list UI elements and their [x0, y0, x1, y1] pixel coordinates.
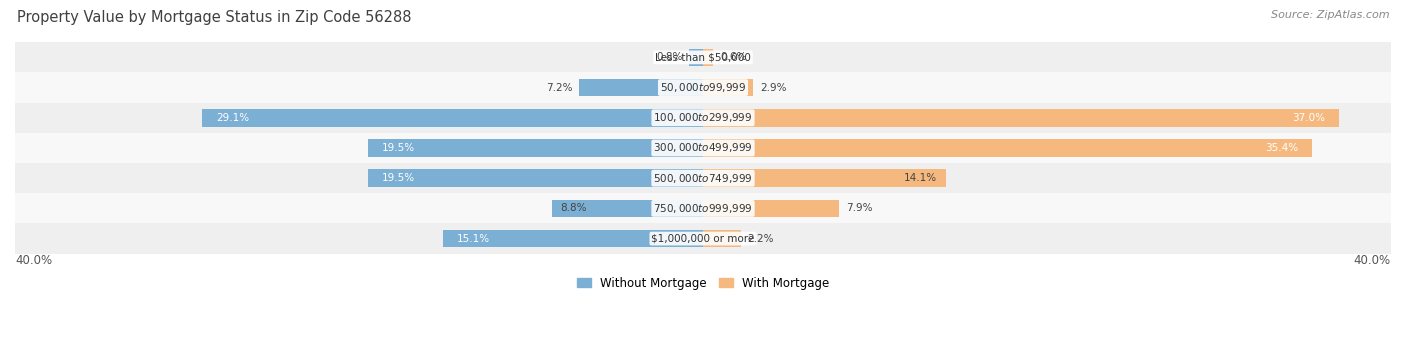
- Text: 0.8%: 0.8%: [657, 53, 682, 62]
- Text: 0.6%: 0.6%: [720, 53, 747, 62]
- Bar: [703, 169, 945, 187]
- Bar: [703, 79, 752, 97]
- Bar: [443, 230, 703, 247]
- Text: 7.9%: 7.9%: [846, 203, 872, 213]
- Text: 35.4%: 35.4%: [1265, 143, 1298, 153]
- Text: 40.0%: 40.0%: [1354, 254, 1391, 267]
- Bar: [15, 133, 1391, 163]
- Text: $100,000 to $299,999: $100,000 to $299,999: [654, 111, 752, 124]
- Text: 2.2%: 2.2%: [748, 234, 775, 243]
- Bar: [703, 109, 1340, 127]
- Text: $750,000 to $999,999: $750,000 to $999,999: [654, 202, 752, 215]
- Text: 15.1%: 15.1%: [457, 234, 491, 243]
- Bar: [15, 103, 1391, 133]
- Text: $500,000 to $749,999: $500,000 to $749,999: [654, 172, 752, 185]
- Text: 40.0%: 40.0%: [15, 254, 52, 267]
- Text: 8.8%: 8.8%: [560, 203, 586, 213]
- Bar: [15, 42, 1391, 73]
- Text: $300,000 to $499,999: $300,000 to $499,999: [654, 142, 752, 154]
- Text: Source: ZipAtlas.com: Source: ZipAtlas.com: [1271, 10, 1389, 20]
- Text: 14.1%: 14.1%: [904, 173, 936, 183]
- Bar: [15, 73, 1391, 103]
- Bar: [703, 230, 741, 247]
- Bar: [579, 79, 703, 97]
- Bar: [15, 223, 1391, 254]
- Bar: [703, 199, 839, 217]
- Bar: [551, 199, 703, 217]
- Text: 19.5%: 19.5%: [381, 173, 415, 183]
- Legend: Without Mortgage, With Mortgage: Without Mortgage, With Mortgage: [572, 272, 834, 294]
- Bar: [15, 163, 1391, 193]
- Bar: [202, 109, 703, 127]
- Bar: [367, 169, 703, 187]
- Bar: [15, 193, 1391, 223]
- Bar: [703, 49, 713, 66]
- Text: Property Value by Mortgage Status in Zip Code 56288: Property Value by Mortgage Status in Zip…: [17, 10, 412, 25]
- Bar: [703, 139, 1312, 157]
- Text: 29.1%: 29.1%: [217, 113, 249, 123]
- Bar: [689, 49, 703, 66]
- Text: 2.9%: 2.9%: [759, 83, 786, 92]
- Text: $1,000,000 or more: $1,000,000 or more: [651, 234, 755, 243]
- Text: 7.2%: 7.2%: [546, 83, 572, 92]
- Bar: [367, 139, 703, 157]
- Text: Less than $50,000: Less than $50,000: [655, 53, 751, 62]
- Text: 19.5%: 19.5%: [381, 143, 415, 153]
- Text: 37.0%: 37.0%: [1292, 113, 1326, 123]
- Text: $50,000 to $99,999: $50,000 to $99,999: [659, 81, 747, 94]
